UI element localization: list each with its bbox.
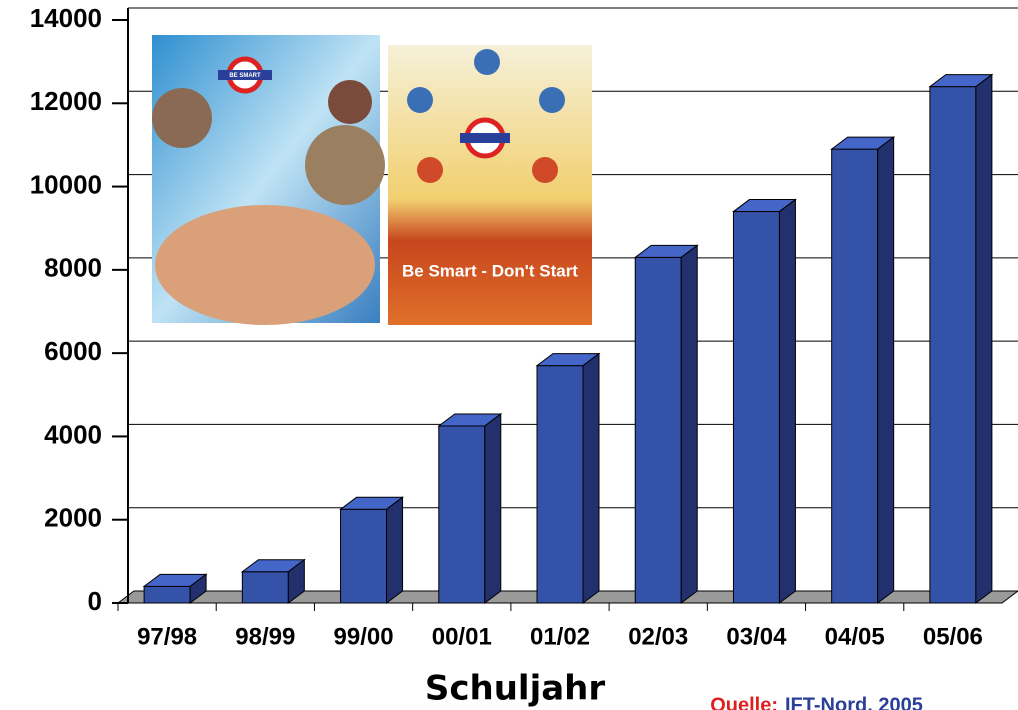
bar-side <box>582 352 600 604</box>
poster-left: BE SMART <box>152 35 385 325</box>
bar-side <box>975 73 993 604</box>
y-tick-label: 0 <box>88 586 102 616</box>
bar <box>340 508 388 604</box>
bar-side <box>484 413 502 604</box>
photo <box>155 205 375 325</box>
atom <box>407 87 433 113</box>
source: IFT-Nord, 2005 <box>785 694 923 710</box>
logo-text: BE SMART <box>229 73 261 79</box>
x-tick-label: 04/05 <box>825 623 885 650</box>
x-tick-label: 03/04 <box>726 623 787 650</box>
x-tick-label: 97/98 <box>137 623 197 650</box>
x-tick-label: 99/00 <box>334 623 394 650</box>
logo-bar <box>460 133 510 143</box>
y-tick-label: 6000 <box>44 336 102 366</box>
bar <box>831 148 879 604</box>
x-tick-label: 00/01 <box>432 623 492 650</box>
bar-side <box>189 573 207 604</box>
y-tick-label: 4000 <box>44 419 102 449</box>
poster-image <box>388 45 592 325</box>
photo <box>328 80 372 124</box>
plot-area: 0 2000 4000 6000 8000 10000 12000 14000 97/98 98/… <box>30 3 1018 650</box>
bar <box>438 425 486 604</box>
y-tick-label: 8000 <box>44 253 102 283</box>
logo-bar <box>218 70 272 80</box>
x-tick-label: 98/99 <box>235 623 295 650</box>
y-tick-label: 14000 <box>30 3 102 33</box>
y-tick-label: 10000 <box>30 169 102 199</box>
bar-side <box>778 198 796 604</box>
x-axis-title: Schuljahr <box>425 669 606 709</box>
x-tick-label: 05/06 <box>923 623 983 650</box>
bar <box>241 571 289 604</box>
photo <box>305 125 385 205</box>
y-tick-label: 12000 <box>30 86 102 116</box>
bar-side <box>287 558 305 604</box>
bar <box>536 365 584 604</box>
bar <box>929 86 977 604</box>
bar-side <box>386 496 404 604</box>
poster-title: Be Smart - Don't Start <box>402 261 578 280</box>
atom <box>474 49 500 75</box>
photo <box>152 88 212 148</box>
atom <box>532 157 558 183</box>
poster-right: Be Smart - Don't Start <box>388 45 592 325</box>
bar <box>634 256 682 604</box>
bar-side <box>680 244 698 604</box>
x-tick-label: 02/03 <box>628 623 688 650</box>
y-tick-label: 2000 <box>44 503 102 533</box>
bar <box>732 211 780 604</box>
source-prefix: Quelle: <box>710 694 778 710</box>
atom <box>417 157 443 183</box>
bar <box>143 585 191 604</box>
atom <box>539 87 565 113</box>
x-tick-label: 01/02 <box>530 623 590 650</box>
bar-side <box>877 136 895 604</box>
